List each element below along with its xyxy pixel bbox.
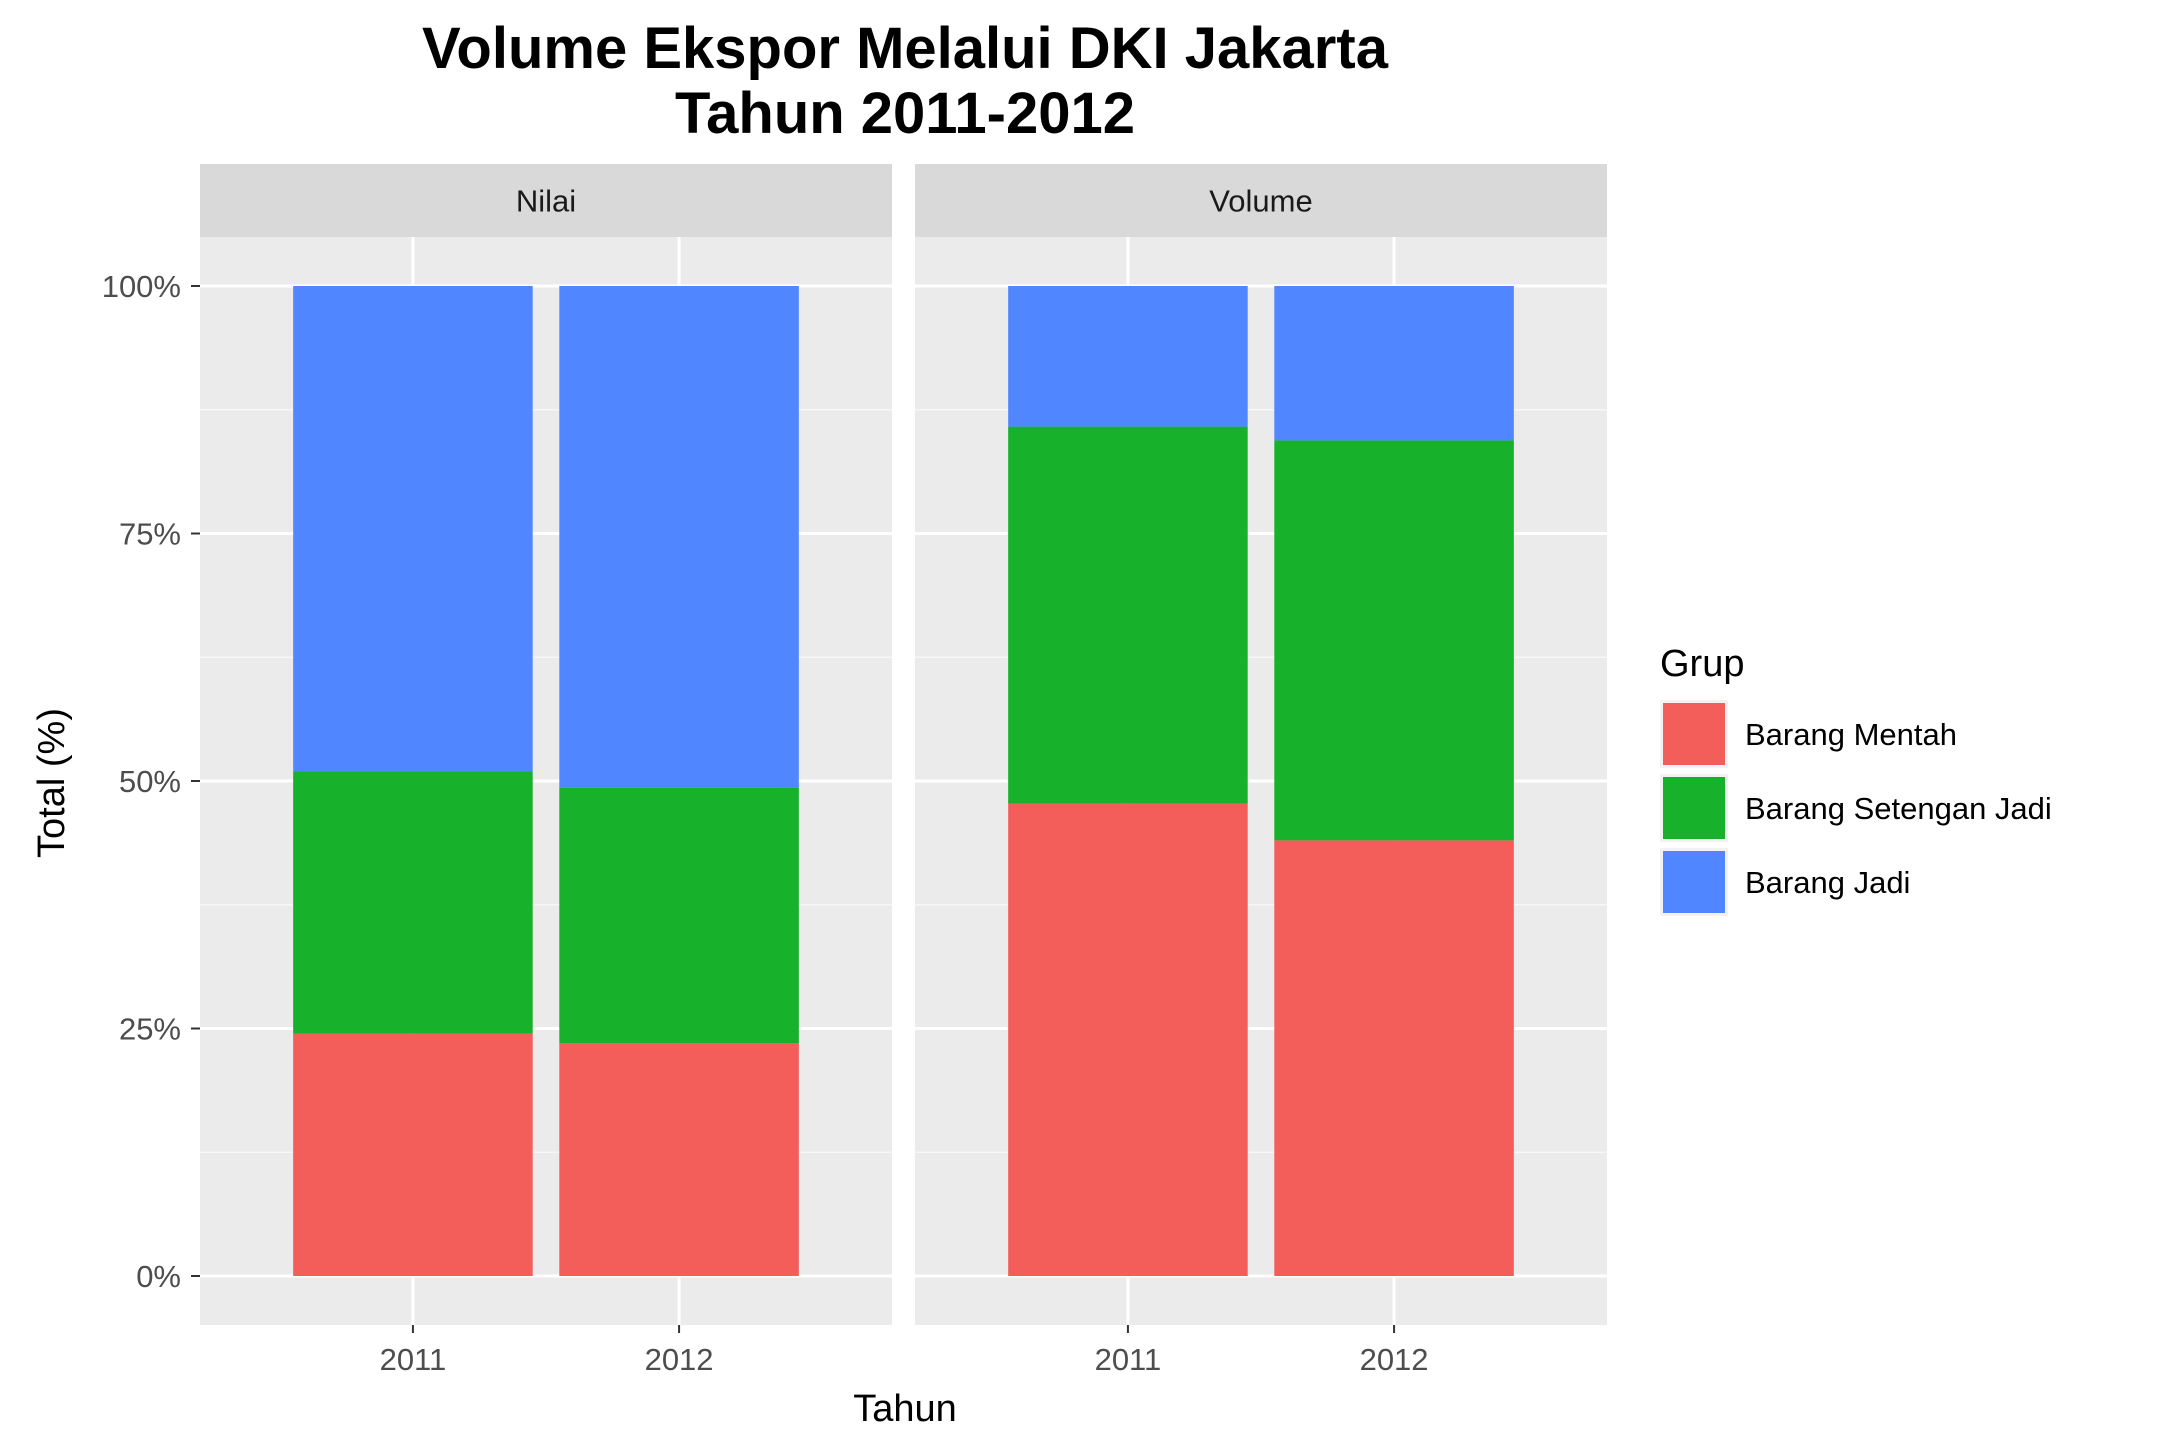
facet-panels: Nilai 2011 2012 Volume 2011 2012 bbox=[200, 164, 1607, 1377]
chart-title-line-1: Volume Ekspor Melalui DKI Jakarta bbox=[422, 16, 1389, 81]
legend-swatch bbox=[1663, 703, 1725, 765]
bar-volume-2011-barang-jadi bbox=[1008, 286, 1248, 427]
y-tick-label: 0% bbox=[136, 1259, 181, 1294]
chart-title-line-2: Tahun 2011-2012 bbox=[675, 81, 1135, 146]
panel-nilai: Nilai 2011 2012 bbox=[200, 164, 892, 1377]
legend-label: Barang Mentah bbox=[1745, 717, 1957, 752]
bar-nilai-2011-barang-mentah bbox=[293, 1033, 533, 1276]
x-tick-label: 2011 bbox=[380, 1342, 447, 1377]
bar-volume-2012-barang-jadi bbox=[1274, 286, 1514, 441]
y-tick-label: 75% bbox=[119, 517, 181, 552]
facet-strip bbox=[200, 164, 892, 237]
x-axis-title: Tahun bbox=[853, 1388, 957, 1430]
y-axis-title: Total (%) bbox=[31, 708, 73, 858]
y-tick-label: 25% bbox=[119, 1012, 181, 1047]
legend-swatch bbox=[1663, 851, 1725, 913]
bar-nilai-2012-barang-setengan-jadi bbox=[559, 787, 799, 1044]
bar-nilai-2012-barang-jadi bbox=[559, 286, 799, 788]
x-tick-label: 2012 bbox=[645, 1342, 714, 1377]
legend-label: Barang Setengan Jadi bbox=[1745, 791, 2052, 826]
y-tick-label: 50% bbox=[119, 764, 181, 799]
x-tick-label: 2012 bbox=[1360, 1342, 1429, 1377]
bar-nilai-2012-barang-mentah bbox=[559, 1043, 799, 1276]
x-tick-label: 2011 bbox=[1095, 1342, 1162, 1377]
facet-strip-label: Nilai bbox=[516, 184, 576, 219]
bar-volume-2011-barang-setengan-jadi bbox=[1008, 426, 1248, 804]
bar-nilai-2011-barang-setengan-jadi bbox=[293, 771, 533, 1034]
legend-title: Grup bbox=[1660, 643, 1744, 685]
panel-volume: Volume 2011 2012 bbox=[915, 164, 1607, 1377]
y-axis: 0% 25% 50% 75% 100% bbox=[102, 269, 200, 1294]
bar-nilai-2011-barang-jadi bbox=[293, 286, 533, 772]
facet-strip-label: Volume bbox=[1209, 184, 1312, 219]
legend-swatch bbox=[1663, 777, 1725, 839]
facet-strip bbox=[915, 164, 1607, 237]
legend-label: Barang Jadi bbox=[1745, 865, 1910, 900]
y-tick-label: 100% bbox=[102, 269, 181, 304]
bar-volume-2012-barang-setengan-jadi bbox=[1274, 440, 1514, 841]
bar-volume-2011-barang-mentah bbox=[1008, 803, 1248, 1276]
bar-volume-2012-barang-mentah bbox=[1274, 840, 1514, 1276]
